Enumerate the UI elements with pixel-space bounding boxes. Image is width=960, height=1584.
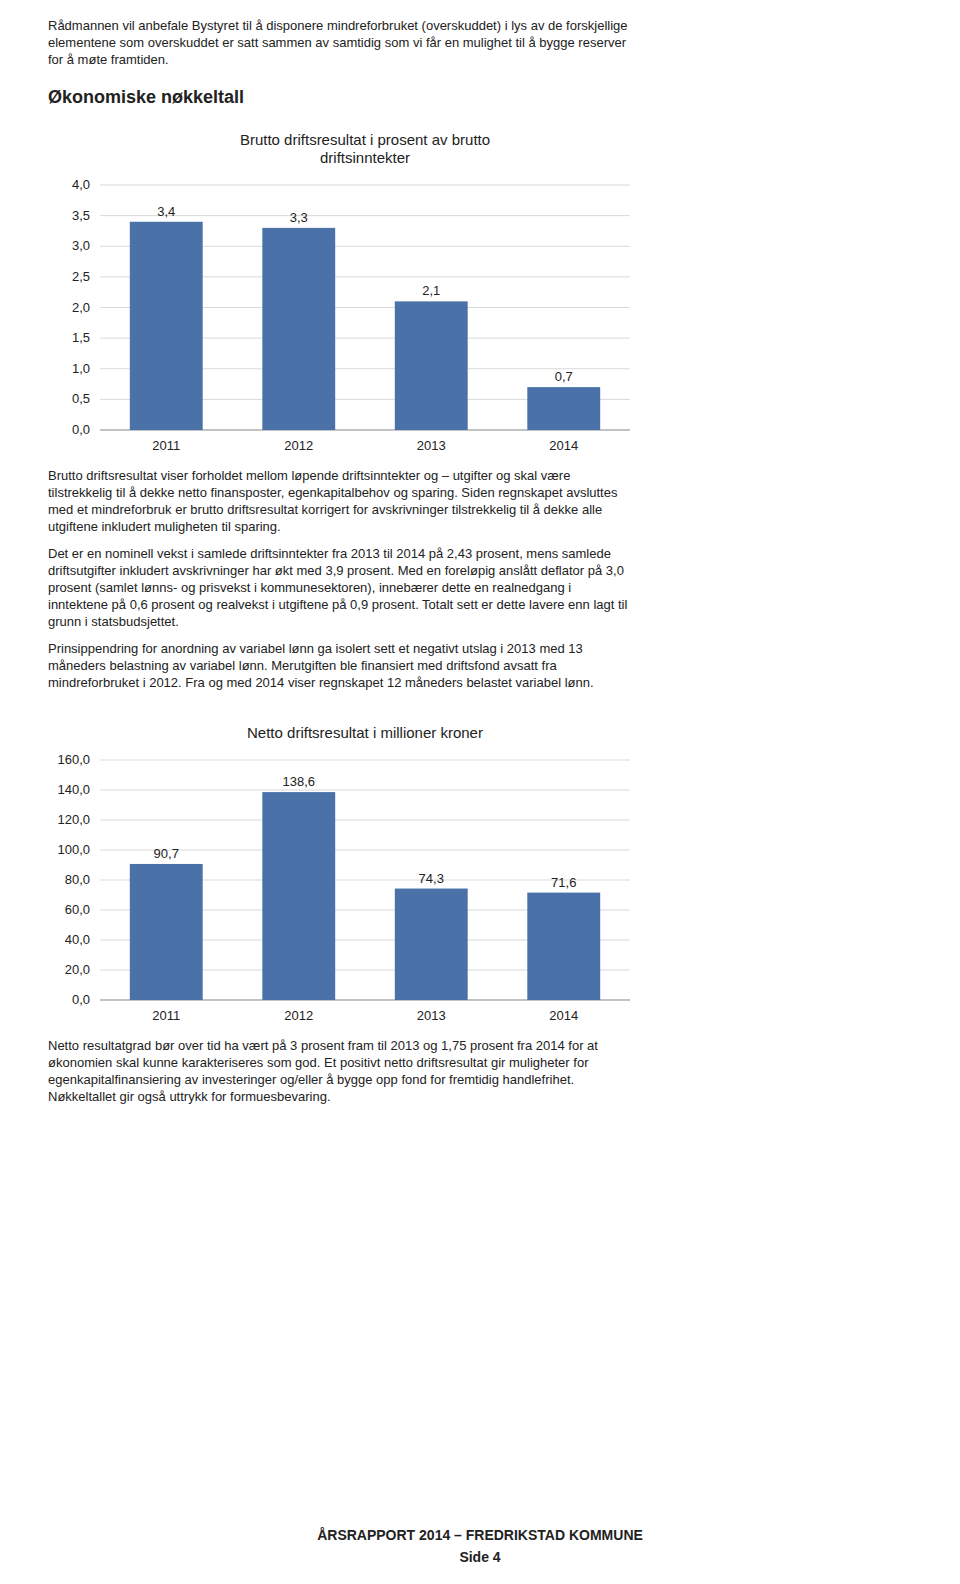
y-tick-label: 0,0 [72, 992, 90, 1007]
grid-line [100, 185, 630, 186]
bar [262, 792, 335, 1000]
grid-line [100, 760, 630, 761]
body-text: grunn i statsbudsjettet. [48, 614, 179, 629]
chart-title-line: driftsinntekter [320, 149, 410, 166]
body-text: inntektene på 0,6 prosent og realvekst i… [48, 597, 627, 612]
grid-line [100, 820, 630, 821]
chart-title-line: Netto driftsresultat i millioner kroner [247, 724, 483, 741]
bars [130, 792, 600, 1000]
x-tick-label: 2013 [417, 438, 446, 453]
y-tick-label: 3,0 [72, 238, 90, 253]
x-tick-label: 2012 [284, 438, 313, 453]
body-text: Netto resultatgrad bør over tid ha vært … [48, 1038, 598, 1053]
chart-title-line: Brutto driftsresultat i prosent av brutt… [240, 131, 490, 148]
x-tick-label: 2014 [549, 1008, 578, 1023]
body-text: måneders belastning av variabel lønn. Me… [48, 658, 557, 673]
grid-line [100, 850, 630, 851]
data-label: 3,4 [157, 204, 175, 219]
body-text: tilstrekkelig til å dekke netto finanspo… [48, 485, 618, 500]
grid-line [100, 790, 630, 791]
body-text: mindreforbruket i 2012. Fra og med 2014 … [48, 675, 594, 690]
labels: 3,4 2011 3,3 2012 2,1 2013 0,7 2014 [152, 204, 578, 453]
bar [395, 889, 468, 1000]
y-tick-label: 4,0 [72, 177, 90, 192]
data-label: 0,7 [555, 369, 573, 384]
y-tick-label: 0,5 [72, 391, 90, 406]
data-label: 90,7 [154, 846, 179, 861]
y-tick-label: 3,5 [72, 208, 90, 223]
x-tick-label: 2013 [417, 1008, 446, 1023]
body-text: økonomien skal kunne karakteriseres som … [48, 1055, 589, 1070]
y-tick-label: 140,0 [57, 782, 90, 797]
data-label: 3,3 [290, 210, 308, 225]
x-tick-label: 2014 [549, 438, 578, 453]
footer: ÅRSRAPPORT 2014 – FREDRIKSTAD KOMMUNE [317, 1527, 643, 1543]
y-tick-label: 1,5 [72, 330, 90, 345]
bar [527, 893, 600, 1000]
body-text: Prinsippendring for anordning av variabe… [48, 641, 583, 656]
data-label: 74,3 [419, 871, 444, 886]
data-label: 71,6 [551, 875, 576, 890]
bars [130, 222, 600, 430]
y-tick-label: 2,5 [72, 269, 90, 284]
labels: 90,7 2011 138,6 2012 74,3 2013 71,6 2014 [152, 774, 578, 1023]
x-tick-label: 2012 [284, 1008, 313, 1023]
y-tick-label: 0,0 [72, 422, 90, 437]
bar [130, 222, 203, 430]
y-tick-label: 40,0 [65, 932, 90, 947]
x-tick-label: 2011 [152, 1008, 180, 1023]
y-tick-label: 100,0 [57, 842, 90, 857]
chart-title: Brutto driftsresultat i prosent av brutt… [240, 131, 490, 166]
y-tick-label: 2,0 [72, 300, 90, 315]
y-tick-label: 1,0 [72, 361, 90, 376]
bar [130, 864, 203, 1000]
x-tick-label: 2011 [152, 438, 180, 453]
bar-chart: Brutto driftsresultat i prosent av brutt… [72, 131, 630, 453]
y-tick-label: 60,0 [65, 902, 90, 917]
body-text: Rådmannen vil anbefale Bystyret til å di… [48, 18, 628, 33]
y-tick-label: 20,0 [65, 962, 90, 977]
body-text: for å møte framtiden. [48, 52, 169, 67]
bar-chart: Netto driftsresultat i millioner kroner 0… [57, 724, 630, 1023]
data-label: 138,6 [282, 774, 315, 789]
body-text: Det er en nominell vekst i samlede drift… [48, 546, 611, 561]
page: Rådmannen vil anbefale Bystyret til å di… [0, 0, 960, 1584]
bar [395, 301, 468, 430]
footer: Side 4 [459, 1549, 500, 1565]
background [0, 0, 960, 1584]
body-text: utgiftene inkludert muligheten til spari… [48, 519, 281, 534]
body-text: Nøkkeltallet gir også uttrykk for formue… [48, 1089, 331, 1104]
chart-title: Netto driftsresultat i millioner kroner [247, 724, 483, 741]
body-text: med et mindreforbruk er brutto driftsres… [48, 502, 602, 517]
y-axis: 0,0 20,0 40,0 60,0 80,0 100,0 120,0 140,0 160,0 [57, 752, 630, 1007]
body-text: elementene som overskuddet er satt samme… [48, 35, 627, 50]
y-axis: 0,0 0,5 1,0 1,5 2,0 2,5 3,0 3,5 4,0 [72, 177, 630, 437]
y-tick-label: 160,0 [57, 752, 90, 767]
heading: Økonomiske nøkkeltall [48, 87, 244, 107]
data-label: 2,1 [422, 283, 440, 298]
bar [262, 228, 335, 430]
body-text: driftsutgifter inkludert avskrivninger h… [48, 563, 624, 578]
grid-line [100, 215, 630, 216]
body-text: egenkapitalfinansiering av investeringer… [48, 1072, 574, 1087]
y-tick-label: 80,0 [65, 872, 90, 887]
body-text: Brutto driftsresultat viser forholdet me… [48, 468, 570, 483]
body-text: prosent (samlet lønns- og prisvekst i ko… [48, 580, 571, 595]
y-tick-label: 120,0 [57, 812, 90, 827]
bar [527, 387, 600, 430]
